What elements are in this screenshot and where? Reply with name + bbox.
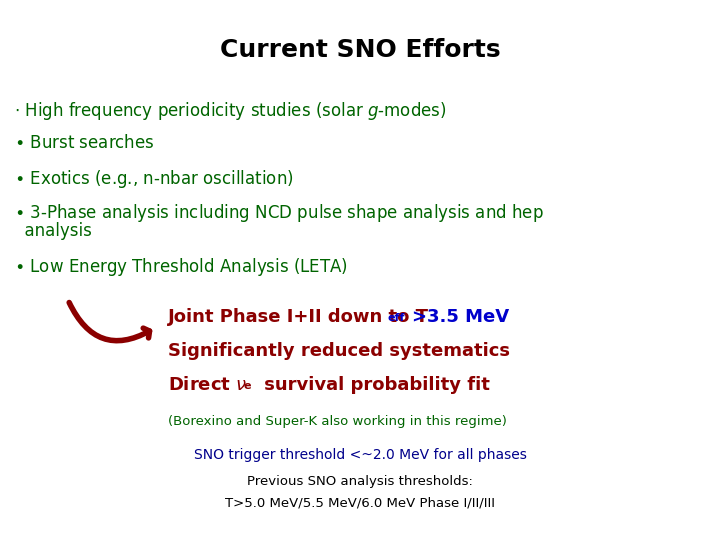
Text: eff: eff [388,313,405,323]
Text: Direct $\nu$: Direct $\nu$ [168,376,248,394]
Text: $\cdot$ High frequency periodicity studies (solar $\mathit{g}$-modes): $\cdot$ High frequency periodicity studi… [14,100,446,122]
Text: survival probability fit: survival probability fit [258,376,490,394]
Text: $\bullet$ Low Energy Threshold Analysis (LETA): $\bullet$ Low Energy Threshold Analysis … [14,256,348,278]
Text: e: e [243,381,251,391]
Text: analysis: analysis [14,222,92,240]
Text: Joint Phase I+II down to T: Joint Phase I+II down to T [168,308,429,326]
Text: $\bullet$ Exotics (e.g., n-nbar oscillation): $\bullet$ Exotics (e.g., n-nbar oscillat… [14,168,294,190]
Text: (Borexino and Super-K also working in this regime): (Borexino and Super-K also working in th… [168,415,507,428]
Text: Significantly reduced systematics: Significantly reduced systematics [168,342,510,360]
Text: T>5.0 MeV/5.5 MeV/6.0 MeV Phase I/II/III: T>5.0 MeV/5.5 MeV/6.0 MeV Phase I/II/III [225,496,495,509]
Text: Previous SNO analysis thresholds:: Previous SNO analysis thresholds: [247,475,473,488]
Text: >3.5 MeV: >3.5 MeV [412,308,509,326]
Text: SNO trigger threshold <~2.0 MeV for all phases: SNO trigger threshold <~2.0 MeV for all … [194,448,526,462]
Text: Current SNO Efforts: Current SNO Efforts [220,38,500,62]
Text: $\bullet$ Burst searches: $\bullet$ Burst searches [14,134,155,152]
Text: $\bullet$ 3-Phase analysis including NCD pulse shape analysis and hep: $\bullet$ 3-Phase analysis including NCD… [14,202,544,224]
